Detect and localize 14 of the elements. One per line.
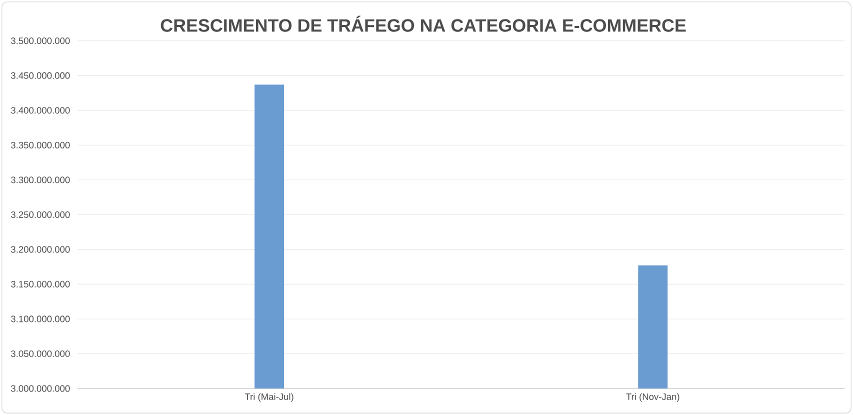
y-tick-label: 3.500.000.000 (11, 38, 70, 44)
x-tick-label: Tri (Nov-Jan) (626, 393, 680, 402)
y-tick-label: 3.400.000.000 (11, 107, 70, 114)
y-tick-label: 3.100.000.000 (11, 316, 70, 322)
y-tick-label: 3.000.000.000 (11, 385, 70, 392)
y-tick-label: 3.200.000.000 (11, 246, 70, 253)
y-tick-label: 3.050.000.000 (11, 350, 70, 358)
y-tick-label: 3.300.000.000 (11, 176, 70, 184)
chart-title: CRESCIMENTO DE TRÁFEGO NA CATEGORIA E-COMMERCE (160, 16, 686, 32)
y-tick-label: 3.250.000.000 (11, 211, 70, 218)
y-tick-label: 3.150.000.000 (11, 280, 70, 288)
y-tick-label: 3.350.000.000 (11, 142, 70, 148)
y-tick-label: 3.450.000.000 (11, 72, 70, 79)
x-tick-label: Tri (Mai-Jul) (244, 393, 294, 402)
